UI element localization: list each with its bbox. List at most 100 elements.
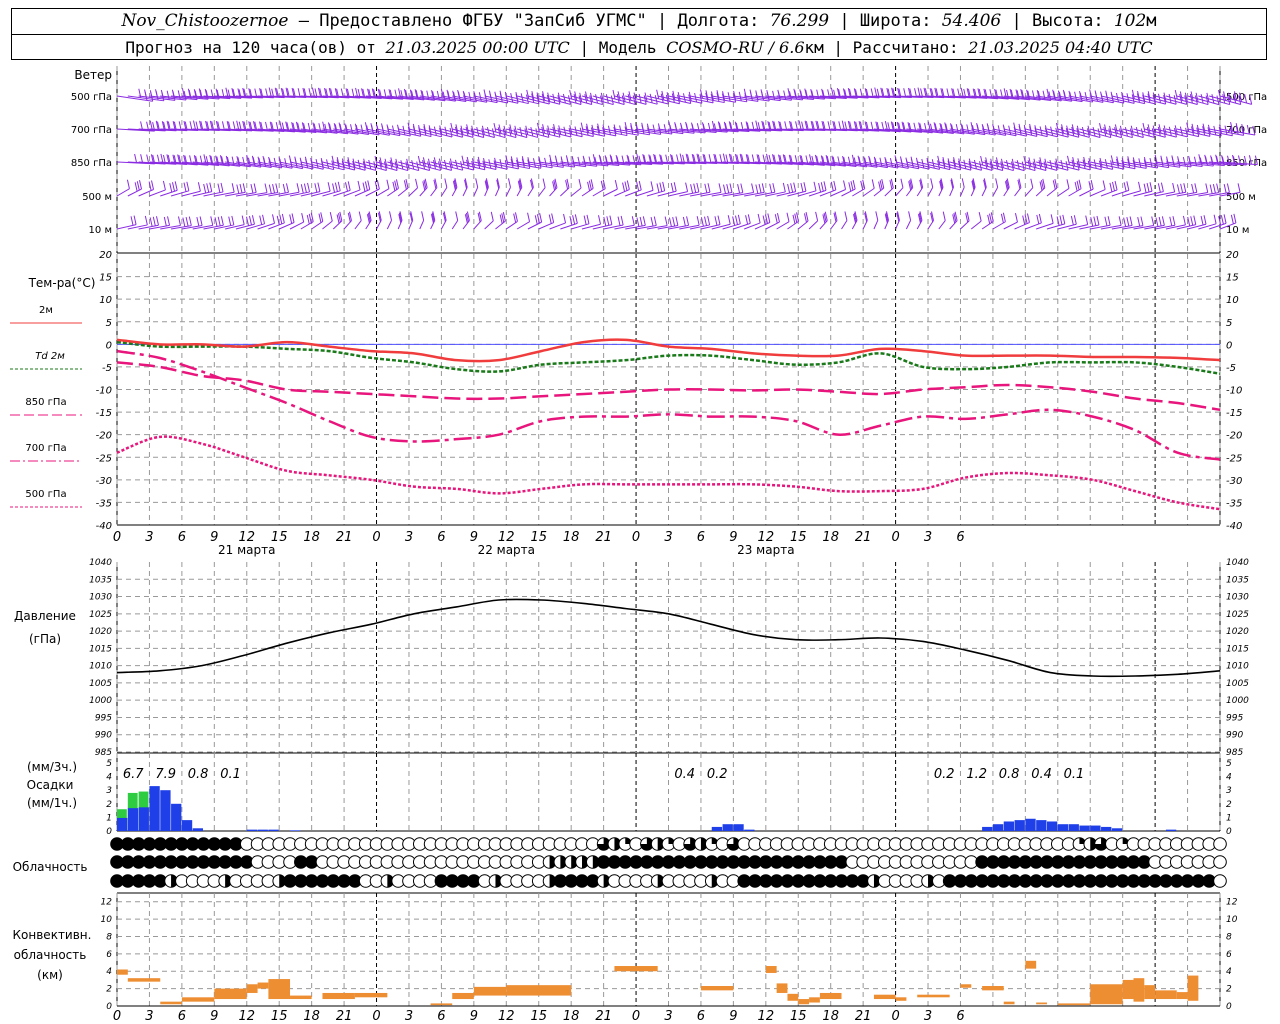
wind-barb-flag — [1138, 181, 1141, 191]
cloud-cover-fill — [435, 874, 448, 888]
cloud-cover-fill — [153, 855, 167, 869]
wind-barb-shaft — [560, 187, 570, 197]
wind-barb-flag — [1060, 126, 1064, 136]
temp-legend-label: 700 гПа — [25, 443, 66, 454]
wind-barb-shaft — [311, 190, 331, 197]
wind-barb-flag — [1162, 128, 1166, 138]
wind-barb-flag — [530, 178, 534, 188]
x-tick-label: 18 — [822, 1009, 839, 1024]
pressure-tick-left: 1030 — [89, 593, 112, 603]
wind-barb-flag — [728, 153, 732, 163]
cloud-cover-fill — [305, 874, 318, 888]
wind-barb-flag — [602, 127, 606, 137]
precip-sum-label: 0.4 — [674, 767, 695, 782]
wind-barb-shaft — [722, 223, 741, 230]
conv-cloud-bar — [1057, 1003, 1091, 1006]
wind-barb-flag — [1102, 180, 1106, 190]
wind-barb-flag — [530, 179, 534, 189]
wind-barb-flag — [232, 121, 236, 131]
wind-barb-shaft — [1155, 191, 1175, 197]
wind-barb-flag — [415, 90, 419, 100]
wind-barb-flag — [461, 155, 465, 165]
wind-barb-flag — [642, 216, 646, 226]
wind-barb-flag — [358, 211, 362, 221]
wind-barb-shaft — [711, 223, 731, 230]
wind-barb-flag — [990, 158, 994, 168]
wind-barb-flag — [443, 211, 447, 221]
wind-barb-flag — [776, 212, 780, 223]
wind-barb-flag — [659, 182, 663, 192]
cloud-cover-fill — [186, 837, 199, 851]
wind-barb-shaft — [1144, 191, 1164, 197]
wind-barb-shaft — [862, 187, 875, 197]
wind-barb-flag — [600, 180, 604, 191]
wind-barb-flag — [274, 87, 278, 97]
cloud-cover-icon — [780, 874, 795, 888]
wind-barb-shaft — [311, 220, 324, 230]
wind-barb-flag — [242, 120, 246, 131]
cloud-cover-fill — [791, 855, 805, 869]
wind-barb-shaft — [960, 187, 965, 197]
cloud-cover-fill — [1008, 874, 1021, 888]
cloud-cover-icon — [650, 837, 665, 851]
wind-barb-flag — [250, 183, 254, 194]
cloud-cover-icon — [1213, 874, 1227, 888]
cloud-cover-icon — [131, 874, 146, 888]
wind-barb-shaft — [235, 223, 255, 230]
wind-barb-flag — [177, 154, 181, 164]
precip-bar-1h — [257, 829, 268, 831]
precip-bar-1h — [1079, 825, 1090, 831]
wind-barb-shaft — [1068, 224, 1088, 230]
temp-legend-label: 500 гПа — [25, 489, 66, 500]
cloud-cover-fill — [1105, 855, 1119, 869]
model-name: COSMO-RU / 6.6 — [666, 38, 805, 57]
cloud-cover-fill — [986, 855, 1000, 869]
cloud-cover-icon — [813, 855, 827, 869]
wind-barb-flag — [1021, 90, 1025, 100]
wind-barb-flag — [432, 211, 436, 221]
wind-barb-shaft — [516, 221, 530, 230]
wind-barb-flag — [585, 126, 589, 136]
wind-barb-shaft — [819, 189, 836, 197]
wind-barb-flag — [1186, 122, 1190, 132]
wind-barb-flag — [527, 212, 531, 222]
wind-barb-shaft — [170, 190, 189, 197]
wind-barb-flag — [1082, 159, 1086, 169]
wind-barb-shaft — [571, 223, 590, 230]
cloud-cover-icon — [780, 855, 795, 869]
wind-barb-flag — [805, 121, 809, 131]
lat-value: 54.406 — [941, 11, 1002, 31]
wind-barb-shaft — [646, 225, 668, 230]
wind-barb-shaft — [1198, 223, 1217, 230]
wind-barb-flag — [1152, 125, 1156, 135]
wind-barb-shaft — [419, 220, 425, 230]
wind-barb-flag — [1218, 89, 1222, 100]
cloud-cover-fill — [337, 874, 351, 888]
wind-barb-shaft — [905, 220, 912, 230]
wind-barb-flag — [226, 121, 230, 131]
wind-barb-flag — [539, 213, 543, 223]
wind-barb-flag — [1238, 95, 1242, 105]
wind-barb-flag — [1118, 216, 1122, 226]
wind-barb-flag — [1000, 161, 1004, 171]
cloud-cover-icon — [445, 874, 460, 888]
wind-barb-flag — [1114, 124, 1118, 134]
wind-barb-flag — [318, 123, 322, 133]
wind-level-label-left: 500 гПа — [71, 92, 112, 103]
wind-barb-flag — [636, 181, 640, 192]
wind-barb-flag — [517, 181, 521, 191]
wind-barb-flag — [1055, 122, 1059, 133]
conv-cloud-bar — [181, 997, 215, 1002]
wind-barb-flag — [1017, 179, 1021, 190]
wind-barb-flag — [642, 154, 646, 164]
wind-barb-flag — [778, 121, 782, 131]
wind-barb-shaft — [830, 189, 846, 197]
wind-barb-flag — [395, 158, 399, 168]
wind-barb-flag — [653, 153, 657, 164]
wind-barb-shaft — [1090, 189, 1106, 197]
wind-barb-flag — [862, 179, 866, 189]
cloud-cover-icon — [748, 855, 762, 869]
wind-barb-flag — [1002, 212, 1006, 222]
wind-barb-flag — [924, 88, 928, 98]
wind-barb-flag — [666, 92, 670, 102]
